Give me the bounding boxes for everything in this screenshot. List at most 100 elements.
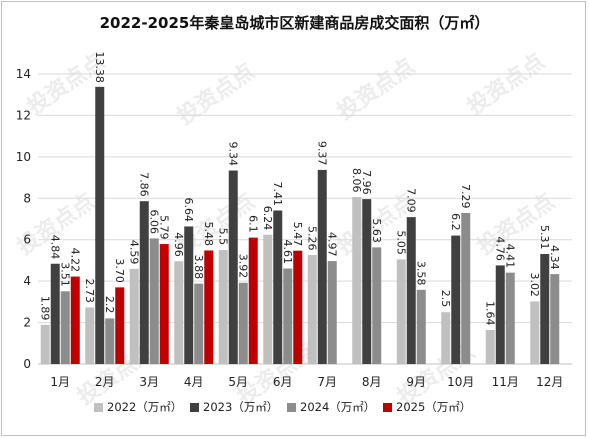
data-label: 4.97 <box>325 232 338 256</box>
y-tick-label: 4 <box>23 274 31 288</box>
data-label: 4.59 <box>127 240 140 265</box>
bar <box>307 255 317 364</box>
y-tick-label: 8 <box>23 191 31 205</box>
data-label: 5.05 <box>394 230 407 255</box>
bar <box>174 261 184 364</box>
data-label: 4.22 <box>68 248 81 272</box>
data-label: 5.79 <box>157 215 170 240</box>
legend-label: 2024（万㎡） <box>300 400 375 414</box>
legend-swatch <box>287 403 296 412</box>
data-label: 6.2 <box>449 213 462 231</box>
x-tick-label: 4月 <box>184 375 204 389</box>
y-tick-label: 14 <box>16 67 31 81</box>
data-label: 5.31 <box>538 225 551 250</box>
data-label: 3.51 <box>58 262 71 287</box>
data-label: 8.06 <box>350 168 363 193</box>
bar <box>451 235 461 364</box>
data-label: 4.96 <box>172 232 185 257</box>
bar <box>540 254 550 364</box>
data-label: 3.58 <box>414 261 427 286</box>
data-label: 4.76 <box>493 236 506 261</box>
legend-label: 2025（万㎡） <box>396 400 471 414</box>
bar <box>105 318 115 364</box>
data-label: 7.96 <box>360 170 373 195</box>
bar <box>283 268 293 364</box>
x-tick-label: 10月 <box>447 375 474 389</box>
bar <box>485 330 495 364</box>
bar <box>441 312 451 364</box>
data-label: 13.38 <box>93 51 106 83</box>
y-tick-label: 10 <box>16 150 31 164</box>
x-axis: 1月 2月 3月 4月 5月 6月 7月 8月 9月 10月 11月 12月 <box>38 363 572 389</box>
data-label: 1.64 <box>483 301 496 326</box>
data-label: 7.09 <box>404 188 417 213</box>
bar <box>40 324 50 364</box>
data-label: 4.41 <box>503 244 516 269</box>
data-label: 6.1 <box>246 215 259 233</box>
watermark-text: 投资点点 <box>172 58 259 130</box>
bar <box>362 199 372 364</box>
data-label: 3.02 <box>528 272 541 297</box>
legend: 2022（万㎡） 2023（万㎡） 2024（万㎡） 2025（万㎡） <box>94 400 471 414</box>
bar <box>293 250 303 364</box>
bar <box>530 301 540 364</box>
x-tick-label: 6月 <box>273 375 293 389</box>
data-label: 5.48 <box>202 221 215 246</box>
watermark-text: 投资点点 <box>332 53 419 125</box>
data-label: 4.84 <box>48 235 61 260</box>
bar <box>115 287 125 364</box>
data-label: 7.29 <box>459 184 472 209</box>
bar <box>352 197 362 364</box>
bar <box>149 238 159 364</box>
data-label: 4.34 <box>548 245 561 270</box>
bars <box>40 86 560 364</box>
bar <box>95 86 105 364</box>
data-label: 2.5 <box>439 290 452 308</box>
data-label: 3.70 <box>113 258 126 283</box>
bar <box>238 282 248 364</box>
x-tick-label: 8月 <box>362 375 382 389</box>
bar <box>50 263 60 364</box>
bar <box>273 210 283 364</box>
bar <box>139 201 149 364</box>
data-label: 9.37 <box>315 141 328 166</box>
data-label: 2.73 <box>83 278 96 303</box>
bar <box>218 250 228 364</box>
bar <box>550 274 560 364</box>
bar <box>505 272 515 364</box>
x-tick-label: 1月 <box>50 375 70 389</box>
x-tick-label: 11月 <box>492 375 519 389</box>
y-tick-label: 6 <box>23 233 31 247</box>
bar <box>495 265 505 364</box>
legend-swatch <box>190 403 199 412</box>
bar <box>228 170 238 364</box>
data-label: 7.86 <box>137 172 150 197</box>
x-tick-label: 5月 <box>228 375 248 389</box>
bar <box>204 250 214 364</box>
data-labels: 1.89 4.84 3.514.222.73 13.38 2.2 3.704.59 7.86… <box>38 51 561 325</box>
data-label: 5.47 <box>291 222 304 247</box>
data-label: 3.88 <box>192 255 205 280</box>
chart-title: 2022-2025年秦皇岛城市区新建商品房成交面积（万㎡） <box>100 14 490 32</box>
y-axis: 0 2 4 6 8 10 12 14 <box>16 67 31 371</box>
y-tick-label: 12 <box>16 108 31 122</box>
bar <box>327 261 337 364</box>
data-label: 2.2 <box>103 296 116 314</box>
legend-item: 2025（万㎡） <box>383 400 471 414</box>
x-tick-label: 7月 <box>317 375 337 389</box>
legend-label: 2023（万㎡） <box>203 400 278 414</box>
legend-item: 2022（万㎡） <box>94 400 182 414</box>
data-label: 6.06 <box>147 209 160 234</box>
bar <box>396 259 406 364</box>
legend-item: 2023（万㎡） <box>190 400 278 414</box>
legend-swatch <box>383 403 392 412</box>
x-tick-label: 3月 <box>139 375 159 389</box>
bar <box>60 291 70 364</box>
data-label: 5.63 <box>370 218 383 243</box>
bar <box>159 244 169 364</box>
data-label: 5.26 <box>305 226 318 251</box>
legend-label: 2022（万㎡） <box>107 400 182 414</box>
data-label: 4.61 <box>281 240 294 265</box>
legend-swatch <box>94 403 103 412</box>
